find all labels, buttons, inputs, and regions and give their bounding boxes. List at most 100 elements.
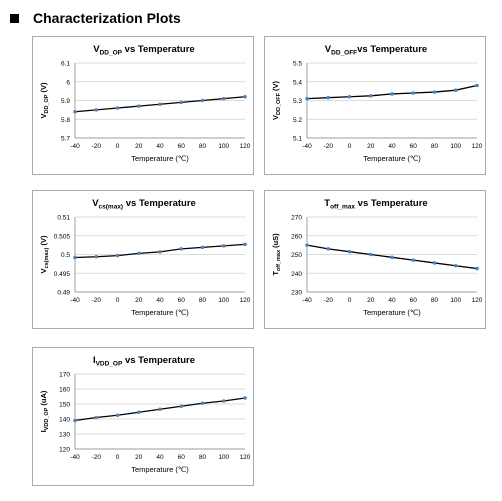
ylabel-rest: (V): [39, 82, 48, 95]
x-tick-label: 20: [367, 297, 375, 304]
title-subscript: DD_OFF: [331, 50, 357, 57]
x-axis-label: Temperature (℃): [363, 308, 421, 317]
y-tick-label: 270: [291, 215, 302, 222]
data-point: [221, 96, 226, 101]
ylabel-subscript: DD_OFF: [276, 92, 282, 115]
x-tick-label: 0: [348, 297, 352, 304]
x-tick-label: 60: [178, 297, 186, 304]
page-title: Characterization Plots: [33, 10, 181, 26]
y-tick-label: 5.4: [293, 79, 302, 86]
chart-vdd-off: 5.1 5.2 5.3 5.4 5.5 -40 -20 0 20 40 60 80 100 120 VDD_…: [264, 36, 486, 175]
data-point: [221, 399, 226, 403]
data-point: [200, 401, 205, 406]
x-axis-label: Temperature (℃): [363, 154, 421, 163]
data-point: [200, 98, 205, 103]
data-point: [158, 250, 162, 254]
x-tick-label: 120: [240, 297, 251, 304]
x-tick-label: -20: [324, 143, 334, 150]
data-point: [347, 94, 352, 99]
title-subscript: VDD_OP: [96, 361, 123, 368]
ylabel-subscript: DD_OP: [44, 94, 50, 113]
data-point: [326, 247, 331, 251]
chart-svg: 120 130 140 150 160 170 -40 -20 0 20 40 60 80 100 120 I…: [39, 355, 251, 474]
data-point: [94, 108, 99, 112]
title-main: V: [92, 198, 99, 209]
y-tick-label: 5.3: [293, 98, 302, 105]
ylabel-main: V: [271, 115, 280, 120]
ylabel-subscript: VDD_OP: [44, 407, 50, 430]
data-point: [453, 88, 458, 92]
title-rest: vs Temperature: [122, 44, 195, 55]
x-tick-label: 40: [388, 297, 396, 304]
title-rest: vs Temperature: [355, 198, 428, 209]
data-point: [390, 92, 394, 96]
x-tick-label: 0: [116, 297, 120, 304]
data-point: [432, 261, 437, 265]
y-axis-label: VDD_OFF (V): [271, 80, 282, 120]
x-tick-label: 120: [472, 143, 483, 150]
y-axis-label: VDD_OP (V): [39, 82, 50, 119]
data-point: [243, 94, 247, 99]
data-point: [136, 104, 141, 108]
y-tick-label: 170: [59, 372, 70, 379]
chart-title: VDD_OFFvs Temperature: [325, 44, 427, 57]
square-bullet-icon: [10, 13, 19, 23]
x-tick-label: 40: [156, 454, 164, 461]
y-tick-label: 6.1: [61, 61, 70, 68]
x-tick-label: 60: [178, 454, 186, 461]
x-tick-label: 40: [156, 143, 164, 150]
y-tick-label: 260: [291, 233, 302, 240]
x-axis-label: Temperature (℃): [131, 308, 189, 317]
x-tick-label: -40: [70, 143, 80, 150]
ylabel-main: V: [39, 268, 48, 273]
title-main: I: [93, 355, 96, 366]
ylabel-rest: (uA): [39, 390, 48, 408]
y-tick-label: 250: [291, 252, 302, 259]
y-tick-label: 5.5: [293, 61, 302, 68]
x-axis-label: Temperature (℃): [131, 154, 189, 163]
chart-title: Toff_max vs Temperature: [324, 198, 427, 211]
ylabel-subscript: cs(max): [44, 247, 50, 268]
y-tick-label: 0.505: [54, 233, 71, 240]
data-point: [115, 413, 120, 418]
ylabel-rest: (V): [39, 235, 48, 248]
data-point: [200, 245, 205, 250]
x-tick-label: 100: [218, 143, 229, 150]
data-point: [432, 90, 437, 94]
y-tick-label: 130: [59, 432, 70, 439]
chart-title: IVDD_OP vs Temperature: [93, 355, 195, 368]
title-rest: vs Temperature: [123, 198, 196, 209]
series-line: [306, 84, 478, 100]
ylabel-main: T: [271, 271, 280, 276]
x-tick-label: 20: [367, 143, 375, 150]
ylabel-main: V: [39, 114, 48, 119]
data-point: [73, 255, 77, 260]
x-tick-label: 80: [431, 143, 439, 150]
x-tick-label: 80: [199, 297, 207, 304]
x-tick-label: 80: [431, 297, 439, 304]
y-axis-label: Toff_max (uS): [271, 233, 282, 276]
x-tick-label: 120: [472, 297, 483, 304]
y-axis-label: IVDD_OP (uA): [39, 390, 50, 432]
data-point: [94, 415, 99, 420]
x-tick-label: 20: [135, 454, 143, 461]
data-point: [411, 91, 416, 95]
data-point: [390, 255, 394, 260]
ylabel-rest: (uS): [271, 233, 280, 250]
chart-vcs-max: 0.49 0.495 0.5 0.505 0.51 -40 -20 0 20 40 60 80 100 1…: [32, 190, 254, 329]
data-point: [179, 247, 184, 251]
data-point: [326, 95, 331, 100]
data-point: [475, 266, 479, 271]
x-tick-label: 0: [116, 143, 120, 150]
data-point: [136, 410, 141, 415]
x-tick-label: -40: [70, 454, 80, 461]
chart-svg: 0.49 0.495 0.5 0.505 0.51 -40 -20 0 20 40 60 80 100 1…: [39, 198, 251, 317]
data-point: [115, 106, 120, 110]
y-tick-label: 0.495: [54, 271, 71, 278]
ylabel-rest: (V): [271, 80, 280, 93]
y-tick-label: 5.9: [61, 98, 70, 105]
x-tick-label: 80: [199, 143, 207, 150]
data-point: [368, 252, 373, 257]
data-point: [368, 94, 373, 98]
chart-svg: 5.75.85.966.1-40 -20 0 20 40 60 80 100 120VDD_OP…: [39, 44, 251, 163]
